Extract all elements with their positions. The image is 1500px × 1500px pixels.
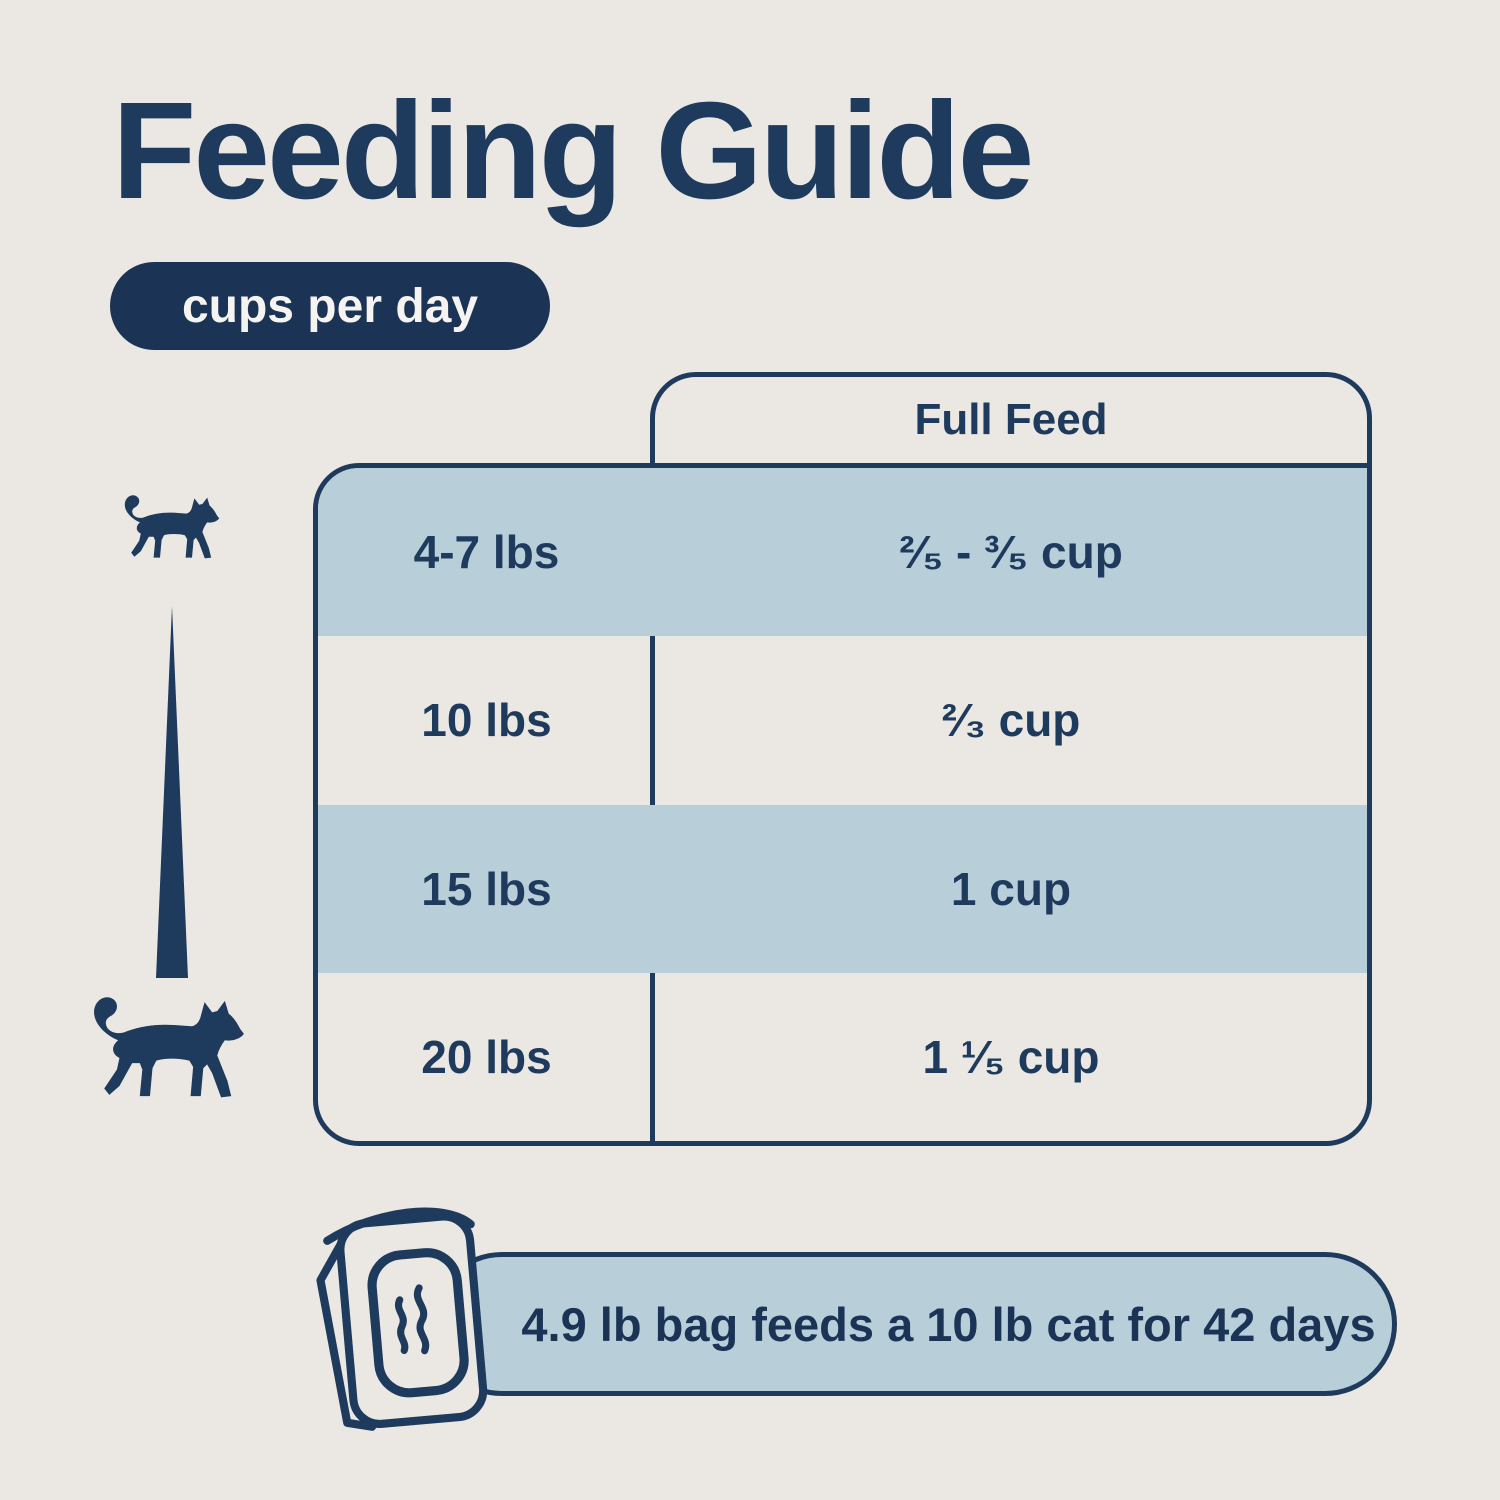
weight-value: 10 lbs (421, 694, 552, 747)
table-row-weight-1: 4-7 lbs (318, 468, 655, 637)
cups-per-day-label: cups per day (181, 279, 479, 333)
table-row-weight-2: 10 lbs (318, 636, 655, 804)
weight-value: 4-7 lbs (413, 526, 560, 579)
size-scale-triangle (156, 606, 188, 978)
amount-value: 1 ¹⁄₅ cup (922, 1030, 1100, 1083)
table-row-amount-4: 1 ¹⁄₅ cup (655, 973, 1367, 1141)
bag-yield-banner: 4.9 lb bag feeds a 10 lb cat for 42 days (430, 1252, 1397, 1396)
food-bag-icon (296, 1192, 506, 1436)
page-title: Feeding Guide (112, 74, 1034, 228)
amount-value: ²⁄₅ - ³⁄₅ cup (899, 526, 1123, 579)
cups-per-day-badge: cups per day (110, 262, 550, 350)
weight-value: 15 lbs (421, 862, 552, 915)
large-cat-icon (80, 992, 258, 1119)
table-row-weight-3: 15 lbs (318, 804, 655, 973)
steam-icon (395, 1284, 430, 1355)
weight-column: 4-7 lbs 10 lbs 15 lbs 20 lbs (313, 463, 655, 1146)
amount-value: ²⁄₃ cup (941, 694, 1081, 747)
table-row-weight-4: 20 lbs (318, 973, 655, 1141)
table-row-amount-3: 1 cup (655, 804, 1367, 973)
full-feed-column: Full Feed ²⁄₅ - ³⁄₅ cup ²⁄₃ cup 1 cup 1 … (650, 372, 1372, 1146)
weight-value: 20 lbs (421, 1030, 552, 1083)
bag-yield-note: 4.9 lb bag feeds a 10 lb cat for 42 days (521, 1297, 1376, 1351)
amount-value: 1 cup (950, 862, 1072, 915)
small-cat-icon (116, 492, 228, 572)
table-row-amount-2: ²⁄₃ cup (655, 636, 1367, 804)
column-header-full-feed: Full Feed (655, 377, 1367, 468)
table-row-amount-1: ²⁄₅ - ³⁄₅ cup (655, 468, 1367, 637)
